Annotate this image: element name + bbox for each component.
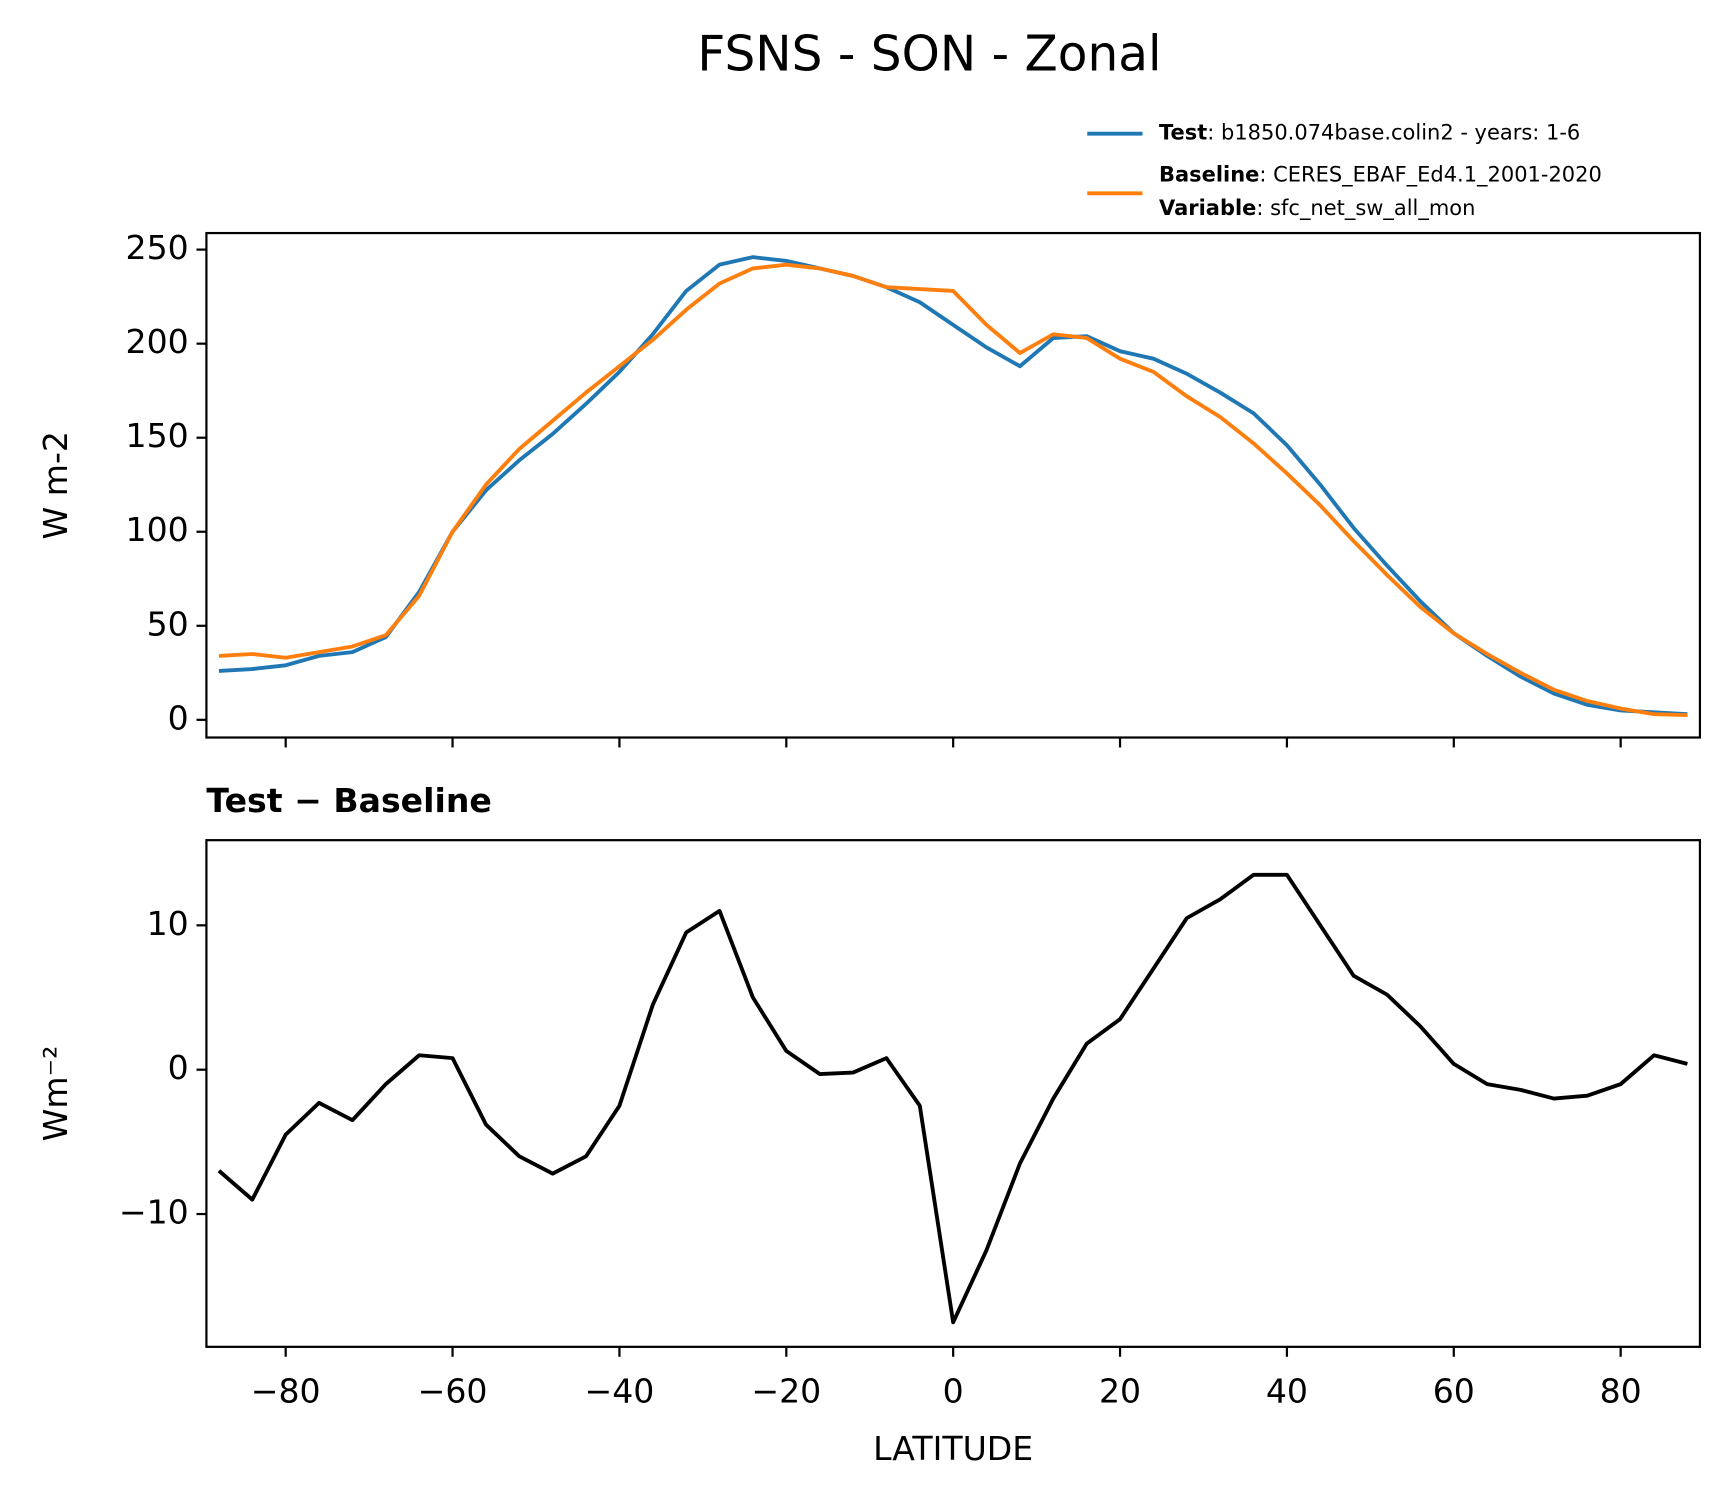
- panel-title: Test − Baseline: [206, 781, 491, 820]
- y-tick-label: 250: [126, 228, 189, 267]
- y-tick-label: 100: [126, 510, 189, 549]
- series-line: [218, 262, 1688, 718]
- x-tick-label: −60: [418, 1372, 488, 1411]
- legend-name: Baseline: [1159, 163, 1259, 187]
- plot-frame: [205, 839, 1702, 1348]
- legend-label: Variable: sfc_net_sw_all_mon: [1159, 196, 1475, 221]
- series-line: [218, 255, 1688, 717]
- y-tick-label: −10: [119, 1193, 189, 1232]
- x-tick-label: 0: [943, 1372, 964, 1411]
- x-tick-label: 80: [1600, 1372, 1642, 1411]
- x-axis-label: LATITUDE: [873, 1429, 1033, 1468]
- chart-title: FSNS - SON - Zonal: [697, 27, 1161, 83]
- x-tick-label: −20: [751, 1372, 821, 1411]
- y-tick-label: 10: [147, 904, 189, 943]
- y-tick-label: 0: [168, 698, 189, 737]
- y-tick-label: 150: [126, 416, 189, 455]
- legend-description: : sfc_net_sw_all_mon: [1256, 196, 1475, 221]
- legend-label: Test: b1850.074base.colin2 - years: 1-6: [1159, 121, 1580, 145]
- series-line: [217, 872, 1688, 1325]
- legend-description: : CERES_EBAF_Ed4.1_2001-2020: [1259, 163, 1601, 188]
- legend-name: Variable: [1159, 196, 1256, 220]
- legend-description: : b1850.074base.colin2 - years: 1-6: [1207, 121, 1580, 145]
- y-tick-label: 200: [126, 322, 189, 361]
- y-tick-label: 0: [168, 1048, 189, 1087]
- y-tick-label: 50: [147, 604, 189, 643]
- legend-name: Test: [1159, 121, 1207, 145]
- x-tick-label: 60: [1433, 1372, 1475, 1411]
- x-tick-label: 40: [1266, 1372, 1308, 1411]
- x-tick-label: −40: [584, 1372, 654, 1411]
- plot-frame: [205, 231, 1702, 739]
- y-axis-label: W m-2: [36, 431, 75, 540]
- y-axis-label: Wm⁻²: [36, 1046, 75, 1142]
- x-tick-label: −80: [251, 1372, 321, 1411]
- x-tick-label: 20: [1099, 1372, 1141, 1411]
- legend-label: Baseline: CERES_EBAF_Ed4.1_2001-2020: [1159, 163, 1602, 188]
